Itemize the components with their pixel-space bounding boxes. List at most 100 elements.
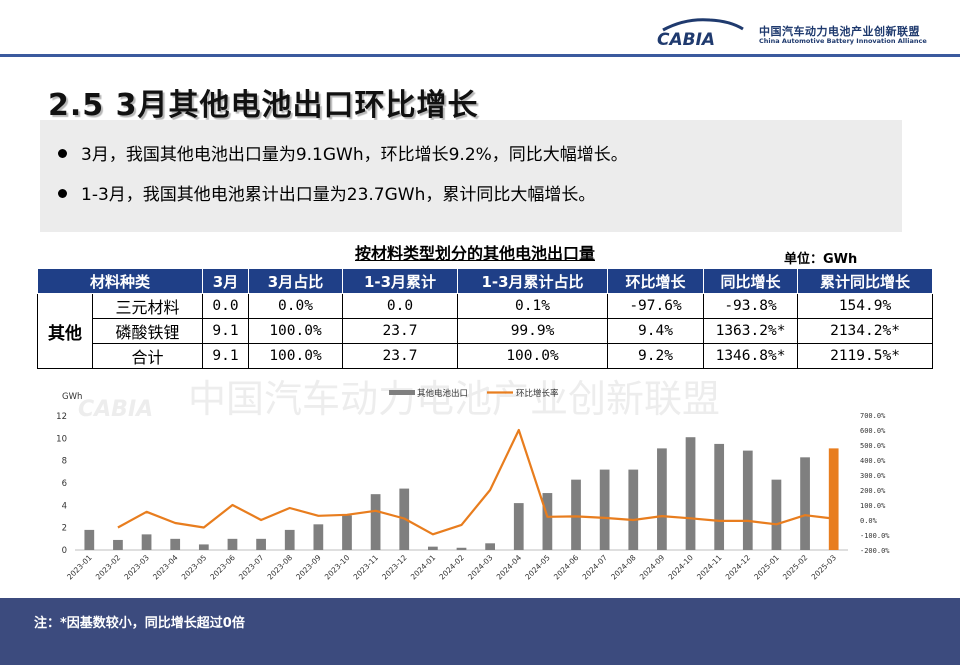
- y2-tick-label: 200.0%: [860, 487, 886, 495]
- bar: [657, 448, 667, 550]
- bar: [141, 534, 152, 550]
- table-cell: 99.9%: [457, 318, 609, 344]
- y2-tick-label: 500.0%: [860, 442, 886, 450]
- summary-bullet-text: 1-3月，我国其他电池累计出口量为23.7GWh，累计同比大幅增长。: [81, 185, 596, 205]
- bar: [828, 448, 839, 550]
- x-tick-label: 2024-02: [437, 553, 466, 582]
- bar: [571, 479, 581, 550]
- table-cell: 9.1: [202, 343, 250, 369]
- x-tick-label: 2024-05: [523, 553, 552, 582]
- y-tick-label: 6: [62, 479, 67, 489]
- x-tick-label: 2024-01: [409, 553, 438, 582]
- x-tick-label: 2023-01: [65, 553, 94, 582]
- y2-tick-label: 600.0%: [860, 427, 886, 435]
- table-row-label: 三元材料: [91, 293, 204, 319]
- table-cell: 0.1%: [457, 293, 609, 319]
- export-chart: 中国汽车动力电池产业创新联盟 CABIA 0 2 4 6 8 10 12 GWh 700.0% 6…: [56, 378, 890, 582]
- table-cell: 2134.2%*: [797, 318, 934, 344]
- table-unit: 单位：GWh: [784, 252, 858, 267]
- table-cell: 1346.8%*: [703, 343, 799, 369]
- table-group-cell: 其他: [37, 293, 93, 369]
- y-tick-label: 12: [56, 412, 67, 422]
- table-header-cell: 累计同比增长: [797, 268, 934, 294]
- bar: [628, 469, 639, 550]
- y-tick-label: 10: [56, 434, 67, 444]
- x-tick-label: 2023-04: [151, 553, 180, 582]
- table-row: 合计 9.1 100.0% 23.7 100.0% 9.2% 1346.8%* …: [38, 343, 934, 369]
- x-tick-label: 2023-03: [122, 553, 151, 582]
- y2-tick-label: 400.0%: [860, 457, 886, 465]
- bar: [542, 493, 553, 550]
- watermark-logo: CABIA: [78, 397, 153, 422]
- y2-tick-label: 0.0%: [860, 517, 878, 525]
- y2-tick-label: -100.0%: [860, 532, 890, 540]
- table-cell: 1363.2%*: [703, 318, 799, 344]
- x-tick-label: 2024-08: [609, 553, 638, 582]
- bar: [170, 538, 181, 550]
- table-cell: 2119.5%*: [797, 343, 934, 369]
- bar: [771, 479, 782, 550]
- table-cell: 0.0: [342, 293, 459, 319]
- x-tick-label: 2024-06: [552, 553, 581, 582]
- bar: [198, 544, 209, 550]
- bullet-dot-icon: [58, 148, 67, 158]
- bar: [284, 529, 295, 550]
- x-tick-label: 2023-02: [94, 553, 123, 582]
- table-header-cell: 1-3月累计占比: [457, 268, 609, 294]
- x-tick-label: 2023-11: [351, 553, 380, 582]
- x-tick-label: 2023-05: [180, 553, 209, 582]
- table-header-cell: 同比增长: [703, 268, 799, 294]
- table-cell: 100.0%: [248, 318, 344, 344]
- table-row: 其他 三元材料 0.0 0.0% 0.0 0.1% -97.6% -93.8% …: [37, 293, 934, 369]
- table-row-label: 合计: [91, 343, 204, 369]
- bar: [685, 437, 696, 550]
- watermark-text: 中国汽车动力电池产业创新联盟: [188, 378, 720, 421]
- table-cell: 9.1: [202, 318, 250, 344]
- x-tick-label: 2024-07: [581, 553, 610, 582]
- cabia-logo-mark: CABIA: [657, 18, 744, 48]
- table-row-label: 磷酸铁锂: [91, 318, 204, 344]
- x-tick-label: 2025-01: [752, 553, 781, 582]
- table-cell: 100.0%: [457, 343, 609, 369]
- bar: [313, 524, 324, 550]
- table-cell: 23.7: [342, 318, 459, 344]
- table-row: 磷酸铁锂 9.1 100.0% 23.7 99.9% 9.4% 1363.2%*…: [38, 318, 934, 344]
- bar: [513, 503, 524, 550]
- y2-tick-label: 100.0%: [860, 502, 886, 510]
- x-tick-label: 2023-12: [380, 553, 409, 582]
- table-cell: 100.0%: [248, 343, 344, 369]
- bar: [84, 529, 95, 550]
- bar: [456, 547, 467, 550]
- x-tick-label: 2024-11: [695, 553, 724, 582]
- summary-bullet: 3月，我国其他电池出口量为9.1GWh，环比增长9.2%，同比大幅增长。: [58, 140, 628, 165]
- x-tick-label: 2024-04: [495, 553, 524, 582]
- table-cell: 9.4%: [607, 318, 705, 344]
- y2-tick-label: -200.0%: [860, 547, 890, 555]
- table-cell: 9.2%: [607, 343, 705, 369]
- table-cell: 0.0%: [248, 293, 344, 319]
- series-line: [117, 428, 834, 536]
- summary-bullet: 1-3月，我国其他电池累计出口量为23.7GWh，累计同比大幅增长。: [58, 180, 595, 205]
- y2-tick-label: 700.0%: [860, 412, 886, 420]
- export-table: 材料种类 3月 3月占比 1-3月累计 1-3月累计占比 环比增长 同比增长 累…: [36, 268, 934, 369]
- y-axis-label: GWh: [62, 392, 82, 402]
- y-tick-label: 0: [62, 546, 67, 556]
- bar: [113, 539, 123, 550]
- bar: [742, 450, 753, 550]
- table-title: 按材料类型划分的其他电池出口量: [354, 244, 595, 263]
- legend-label: 其他电池出口: [417, 388, 468, 399]
- x-tick-label: 2023-08: [266, 553, 295, 582]
- table-cell: 154.9%: [797, 293, 934, 319]
- org-name-en: China Automotive Battery Innovation Alli…: [759, 37, 927, 45]
- bar: [714, 443, 725, 550]
- svg-text:CABIA: CABIA: [657, 30, 715, 48]
- x-tick-label: 2025-02: [781, 553, 810, 582]
- bar: [599, 469, 610, 550]
- table-cell: 23.7: [342, 343, 459, 369]
- table-cell: -97.6%: [607, 293, 705, 319]
- bar: [227, 538, 238, 550]
- table-header-cell: 材料种类: [36, 268, 204, 294]
- table-cell: -93.8%: [703, 293, 799, 319]
- org-logo: CABIA 中国汽车动力电池产业创新联盟 China Automotive Ba…: [655, 16, 945, 50]
- legend-swatch-bar: [389, 390, 415, 395]
